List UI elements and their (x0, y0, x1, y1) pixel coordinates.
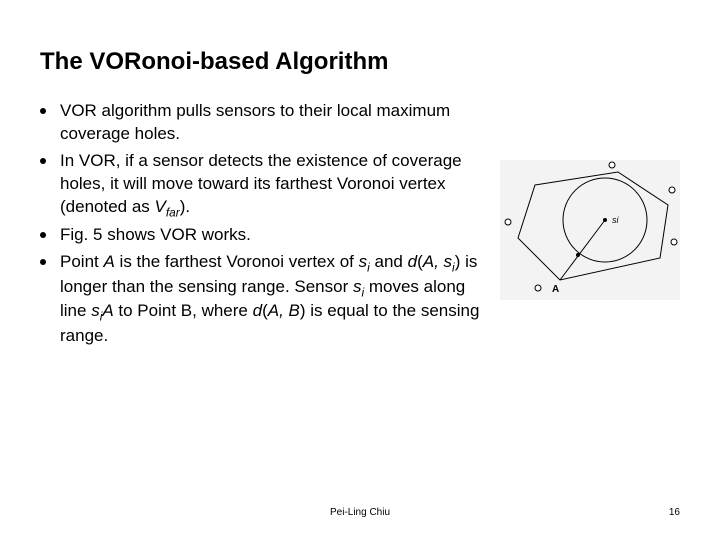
bullet-list: VOR algorithm pulls sensors to their loc… (40, 100, 490, 351)
content-row: VOR algorithm pulls sensors to their loc… (40, 100, 680, 351)
bullet-item: In VOR, if a sensor detects the existenc… (40, 150, 490, 220)
sensor-node (609, 162, 615, 168)
sensor-node (505, 219, 511, 225)
label-si: si (612, 215, 620, 225)
bullet-item: Point A is the farthest Voronoi vertex o… (40, 251, 490, 347)
footer-page-number: 16 (669, 507, 680, 518)
label-A: A (552, 284, 559, 295)
bullet-icon (40, 158, 46, 164)
bullet-text: VOR algorithm pulls sensors to their loc… (60, 100, 490, 146)
point-si (603, 218, 607, 222)
point-B (576, 253, 580, 257)
bullet-item: Fig. 5 shows VOR works. (40, 224, 490, 247)
bullet-text: In VOR, if a sensor detects the existenc… (60, 150, 490, 220)
bullet-icon (40, 259, 46, 265)
sensor-node (671, 239, 677, 245)
slide: The VORonoi-based Algorithm VOR algorith… (0, 0, 720, 540)
bullet-icon (40, 232, 46, 238)
bullet-text: Point A is the farthest Voronoi vertex o… (60, 251, 490, 347)
sensor-node (669, 187, 675, 193)
bullet-icon (40, 108, 46, 114)
slide-title: The VORonoi-based Algorithm (40, 48, 680, 76)
bullet-item: VOR algorithm pulls sensors to their loc… (40, 100, 490, 146)
voronoi-diagram: si A (500, 160, 680, 300)
footer-author: Pei-Ling Chiu (330, 507, 390, 518)
diagram-svg: si A (500, 160, 680, 300)
bullet-text: Fig. 5 shows VOR works. (60, 224, 251, 247)
sensor-node (535, 285, 541, 291)
